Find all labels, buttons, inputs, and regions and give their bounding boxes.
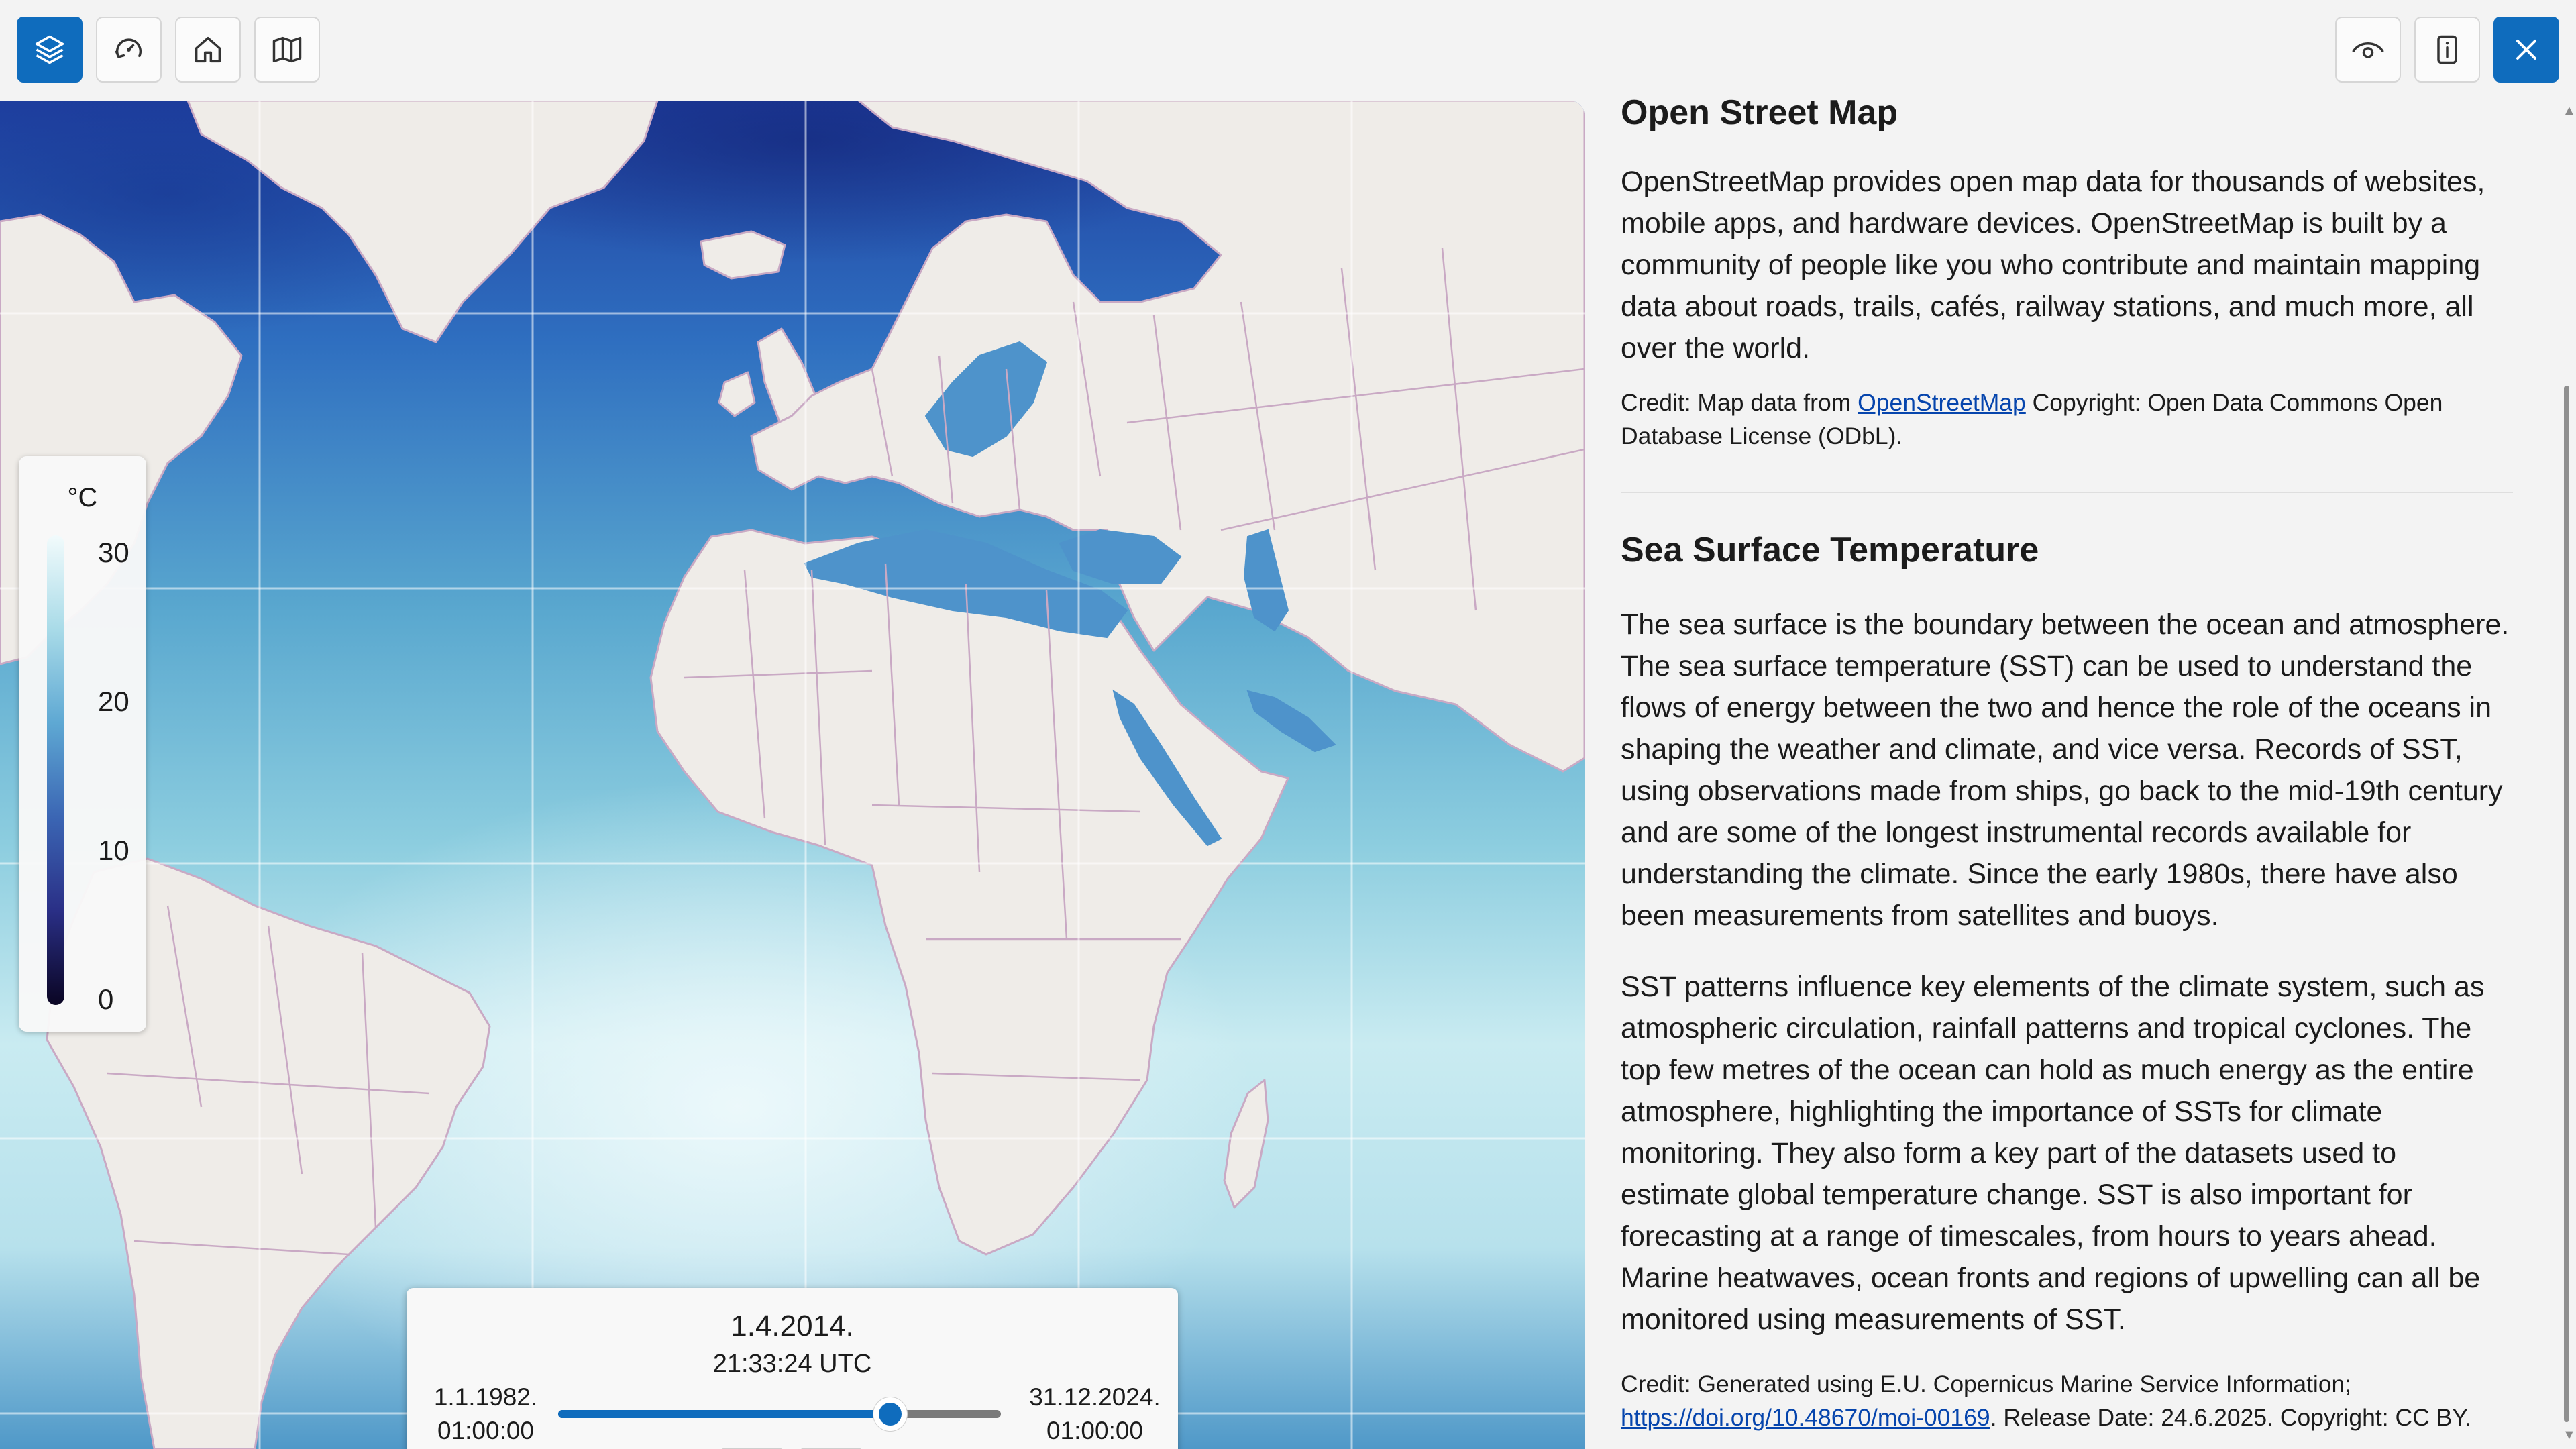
current-date: 1.4.2014. [731, 1309, 854, 1342]
info-button[interactable] [2414, 17, 2480, 83]
sst-paragraph-1: The sea surface is the boundary between … [1621, 608, 2510, 932]
home-button[interactable] [175, 17, 241, 83]
legend-tick: 20 [98, 686, 129, 717]
map-icon [272, 36, 302, 63]
range-start-time: 01:00:00 [437, 1417, 535, 1444]
osm-credit-prefix: Credit: Map data from [1621, 389, 1858, 416]
legend-color-ramp [47, 535, 64, 1005]
scroll-down-arrow[interactable]: ▼ [2563, 1428, 2576, 1442]
map-button[interactable] [254, 17, 320, 83]
time-slider-fill [558, 1410, 890, 1418]
range-end-date: 31.12.2024. [1029, 1383, 1161, 1411]
temperature-legend: °C 30 20 10 0 [19, 456, 146, 1032]
time-slider-track[interactable] [558, 1397, 1001, 1432]
osm-credit-suffix: Copyright: Open Data Commons Open Databa… [1621, 389, 2443, 449]
sst-credit: Credit: Generated using E.U. Copernicus … [1621, 1367, 2513, 1434]
madagascar-landmass [1223, 1079, 1269, 1209]
legend-tick: 10 [98, 835, 129, 866]
range-start-date: 1.1.1982. [433, 1383, 538, 1411]
sst-credit-suffix: . Release Date: 24.6.2025. Copyright: CC… [1990, 1404, 2472, 1431]
ireland-landmass [718, 371, 756, 417]
legend-unit: °C [67, 483, 98, 513]
range-start: 1.1.1982. 01:00:00 [425, 1381, 546, 1448]
layers-button[interactable] [17, 17, 83, 83]
layers-icon [35, 35, 64, 64]
osm-description: OpenStreetMap provides open map data for… [1621, 166, 2485, 364]
close-icon [2516, 40, 2536, 60]
visibility-button[interactable] [2335, 17, 2401, 83]
persian-gulf [1246, 690, 1336, 753]
rotate-icon [115, 38, 142, 58]
greenland-landmass [186, 101, 659, 343]
basemap [0, 101, 1585, 1449]
osm-credit-link[interactable]: OpenStreetMap [1858, 389, 2026, 416]
legend-tick: 0 [98, 983, 114, 1015]
caspian-sea [1243, 529, 1289, 632]
osm-credit: Credit: Map data from OpenStreetMap Copy… [1621, 386, 2513, 453]
baltic-sea [924, 341, 1048, 458]
legend-tick: 30 [98, 537, 129, 568]
eye-icon [2352, 42, 2384, 58]
info-scrollbar[interactable]: ▲ ▼ [2557, 101, 2576, 1449]
sst-credit-link[interactable]: https://doi.org/10.48670/moi-00169 [1621, 1404, 1990, 1431]
section-divider [1621, 492, 2513, 493]
south-america-landmass [46, 857, 491, 1449]
current-time: 21:33:24 UTC [712, 1350, 872, 1378]
osm-title: Open Street Map [1621, 93, 1898, 132]
rotate-button[interactable] [96, 17, 162, 83]
home-icon [195, 36, 221, 63]
sst-title: Sea Surface Temperature [1621, 531, 2039, 570]
sst-credit-prefix: Credit: Generated using E.U. Copernicus … [1621, 1371, 2352, 1397]
close-button[interactable] [2493, 17, 2559, 83]
black-sea [1059, 529, 1182, 584]
time-slider-panel: 1.4.2014. 21:33:24 UTC 1.1.1982. 01:00:0… [407, 1288, 1178, 1449]
range-end: 31.12.2024. 01:00:00 [1028, 1381, 1162, 1448]
scroll-up-arrow[interactable]: ▲ [2563, 103, 2576, 118]
red-sea [1112, 689, 1222, 847]
scrollbar-thumb[interactable] [2564, 386, 2569, 1422]
info-icon [2437, 35, 2457, 64]
map-view[interactable]: °C 30 20 10 0 1.4.2014. 21:33:24 UTC 1.1… [0, 101, 1585, 1449]
time-slider-thumb[interactable] [873, 1397, 908, 1432]
info-panel: Open Street Map OpenStreetMap provides o… [1621, 87, 2513, 1449]
range-end-time: 01:00:00 [1046, 1417, 1144, 1444]
sst-paragraph-2: SST patterns influence key elements of t… [1621, 971, 2485, 1336]
iceland-landmass [700, 230, 786, 280]
